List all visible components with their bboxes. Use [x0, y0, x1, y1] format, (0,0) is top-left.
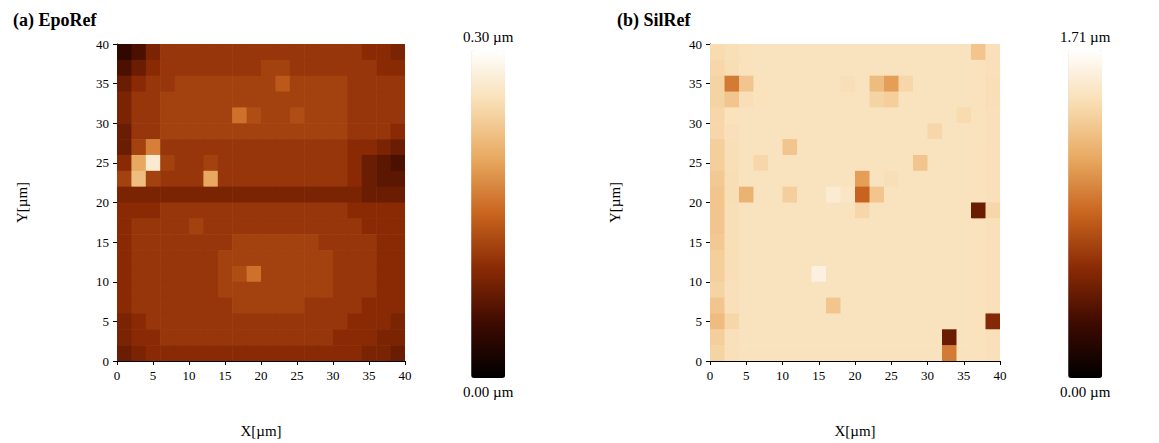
svg-text:30: 30: [689, 116, 702, 131]
svg-text:10: 10: [183, 368, 196, 383]
svg-text:40: 40: [689, 37, 702, 52]
svg-text:10: 10: [776, 368, 789, 383]
svg-text:15: 15: [812, 368, 825, 383]
svg-text:X[µm]: X[µm]: [834, 423, 875, 439]
svg-text:20: 20: [689, 195, 702, 210]
svg-text:35: 35: [957, 368, 970, 383]
svg-text:Y[µm]: Y[µm]: [14, 182, 30, 223]
svg-text:40: 40: [399, 368, 412, 383]
svg-text:25: 25: [291, 368, 304, 383]
svg-text:40: 40: [96, 37, 109, 52]
svg-text:35: 35: [363, 368, 376, 383]
svg-text:15: 15: [689, 235, 702, 250]
svg-text:35: 35: [689, 76, 702, 91]
svg-text:10: 10: [689, 274, 702, 289]
svg-text:1.71 µm: 1.71 µm: [1060, 29, 1111, 45]
svg-text:25: 25: [885, 368, 898, 383]
svg-text:20: 20: [849, 368, 862, 383]
svg-text:20: 20: [96, 195, 109, 210]
svg-text:20: 20: [255, 368, 268, 383]
svg-text:15: 15: [219, 368, 232, 383]
svg-text:10: 10: [96, 274, 109, 289]
svg-text:25: 25: [96, 155, 109, 170]
svg-text:30: 30: [96, 116, 109, 131]
svg-text:35: 35: [96, 76, 109, 91]
svg-text:0.00 µm: 0.00 µm: [1060, 384, 1111, 400]
svg-text:0: 0: [114, 368, 121, 383]
svg-text:Y[µm]: Y[µm]: [607, 182, 623, 223]
svg-text:5: 5: [103, 314, 110, 329]
svg-text:(a) EpoRef: (a) EpoRef: [13, 10, 97, 31]
svg-text:0: 0: [707, 368, 714, 383]
svg-text:0.00 µm: 0.00 µm: [463, 384, 514, 400]
svg-text:30: 30: [921, 368, 934, 383]
svg-text:40: 40: [994, 368, 1007, 383]
svg-text:5: 5: [150, 368, 157, 383]
svg-text:5: 5: [696, 314, 703, 329]
svg-text:0.30 µm: 0.30 µm: [463, 29, 514, 45]
svg-text:15: 15: [96, 235, 109, 250]
svg-text:0: 0: [696, 354, 703, 369]
svg-text:5: 5: [743, 368, 750, 383]
svg-text:25: 25: [689, 155, 702, 170]
svg-text:0: 0: [103, 354, 110, 369]
svg-text:(b) SilRef: (b) SilRef: [617, 10, 692, 31]
svg-text:X[µm]: X[µm]: [240, 423, 281, 439]
svg-text:30: 30: [327, 368, 340, 383]
